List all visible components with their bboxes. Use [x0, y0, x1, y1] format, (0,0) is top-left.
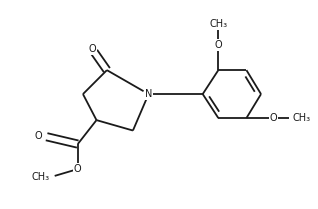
- Text: O: O: [74, 164, 81, 174]
- Text: O: O: [270, 113, 277, 123]
- Text: CH₃: CH₃: [31, 172, 50, 182]
- Text: CH₃: CH₃: [292, 113, 310, 123]
- Text: O: O: [215, 40, 222, 50]
- Text: O: O: [35, 131, 42, 141]
- Text: N: N: [145, 89, 152, 99]
- Text: O: O: [88, 44, 96, 54]
- Text: CH₃: CH₃: [209, 19, 227, 29]
